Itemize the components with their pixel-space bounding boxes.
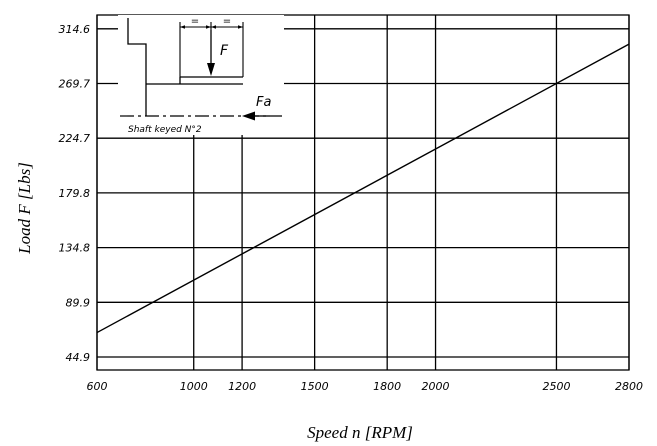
shaft-inset: = = F Fa Shaft keyed N°2 [118, 15, 284, 135]
inset-caption: Shaft keyed N°2 [128, 125, 202, 135]
y-tick-label: 179.8 [59, 187, 91, 200]
inset-background [118, 15, 284, 135]
x-axis-title: Speed n [RPM] [307, 423, 413, 442]
y-tick-label: 314.6 [59, 23, 91, 36]
x-tick-label: 600 [87, 380, 108, 393]
x-tick-label: 2000 [422, 380, 450, 393]
grid [96, 14, 630, 371]
y-tick-label: 224.7 [59, 132, 91, 145]
tick-labels: 600 1000 1200 1500 1800 2000 2500 2800 44.9 89.9 1… [59, 23, 644, 393]
series [96, 43, 630, 334]
axial-force-label: Fa [256, 95, 271, 110]
series-line [96, 43, 630, 334]
y-tick-label: 89.9 [66, 296, 91, 309]
y-tick-label: 134.8 [59, 242, 91, 255]
x-tick-label: 2500 [542, 380, 570, 393]
dim-arrow [180, 25, 185, 29]
x-tick-label: 1200 [228, 380, 256, 393]
y-tick-label: 269.7 [59, 78, 91, 91]
axial-force-arrow-head [242, 111, 255, 121]
x-tick-label: 1000 [180, 380, 208, 393]
dim-right-label: = [223, 16, 231, 27]
dim-left-label: = [191, 16, 199, 27]
shaft-shoulder [127, 18, 147, 116]
y-tick-label: 44.9 [66, 351, 91, 364]
x-tick-label: 2800 [615, 380, 643, 393]
dim-arrow [206, 25, 211, 29]
dim-arrow [211, 25, 216, 29]
force-label: F [220, 43, 229, 59]
x-tick-label: 1800 [373, 380, 401, 393]
x-tick-label: 1500 [301, 380, 329, 393]
dim-arrow [238, 25, 243, 29]
force-arrow-head [207, 63, 215, 76]
y-axis-title: Load F [Lbs] [15, 162, 34, 255]
